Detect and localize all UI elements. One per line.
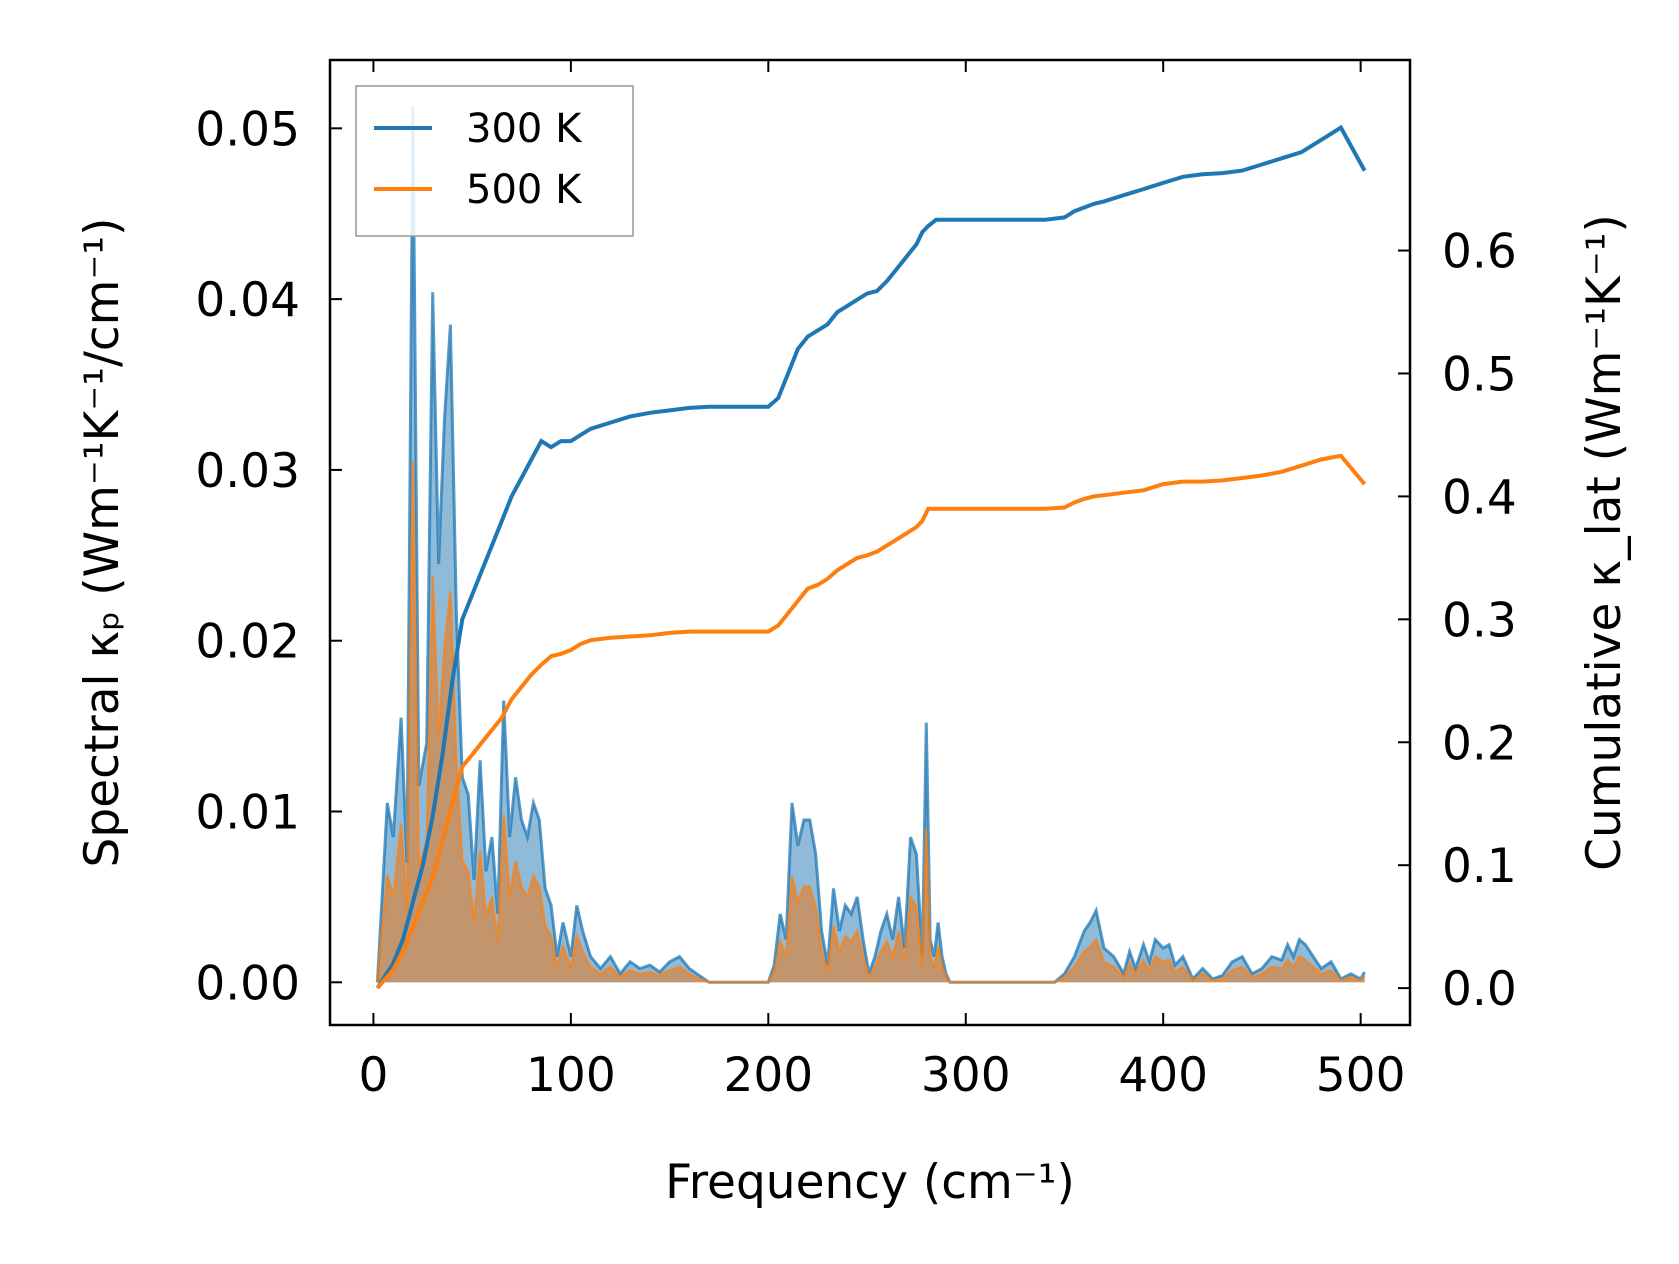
spectral-line-300K <box>375 106 1366 984</box>
spectral-fill-300K <box>377 106 1365 983</box>
x-tick-label: 400 <box>1118 1048 1208 1103</box>
y-left-tick-label: 0.04 <box>195 273 300 328</box>
y-left-tick-label: 0.03 <box>195 444 300 499</box>
y-right-tick-label: 0.1 <box>1442 839 1517 894</box>
spectral-fill-500K <box>377 461 1365 983</box>
y-right-tick-label: 0.3 <box>1442 593 1517 648</box>
x-tick-label: 200 <box>723 1048 813 1103</box>
y-left-tick-label: 0.01 <box>195 786 300 841</box>
cumulative-line-500K <box>375 453 1367 990</box>
x-tick-label: 0 <box>358 1048 388 1103</box>
plot-frame <box>328 58 1412 1027</box>
y-axis-label-left: Spectral κₚ (Wm⁻¹K⁻¹/cm⁻¹) <box>75 218 130 868</box>
spectral-lines <box>375 106 1366 984</box>
y-right-tick-label: 0.4 <box>1442 470 1517 525</box>
legend-label-500K: 500 K <box>466 167 583 213</box>
x-tick-label: 500 <box>1316 1048 1406 1103</box>
y-right-tick-label: 0.2 <box>1442 716 1517 771</box>
axis-ticks: 0 100 200 300 400 5000.000.010.020.030.040.05… <box>195 60 1517 1103</box>
legend: 300 K 500 K <box>355 85 634 237</box>
x-tick-label: 300 <box>921 1048 1011 1103</box>
y-left-tick-label: 0.05 <box>195 102 300 157</box>
x-axis-label: Frequency (cm⁻¹) <box>665 1155 1075 1210</box>
y-right-tick-label: 0.0 <box>1442 962 1517 1017</box>
legend-box <box>355 85 634 237</box>
x-tick-label: 100 <box>526 1048 616 1103</box>
y-left-tick-label: 0.00 <box>195 956 300 1011</box>
cumulative-line-300K <box>375 124 1367 990</box>
y-right-tick-label: 0.6 <box>1442 225 1517 280</box>
y-left-tick-label: 0.02 <box>195 615 300 670</box>
cumulative-lines <box>375 124 1367 990</box>
legend-label-300K: 300 K <box>466 106 583 152</box>
y-right-tick-label: 0.5 <box>1442 347 1517 402</box>
y-axis-label-right: Cumulative κ_lat (Wm⁻¹K⁻¹) <box>1577 214 1632 871</box>
spectral-fills <box>377 106 1365 983</box>
spectral-line-500K <box>376 461 1366 984</box>
